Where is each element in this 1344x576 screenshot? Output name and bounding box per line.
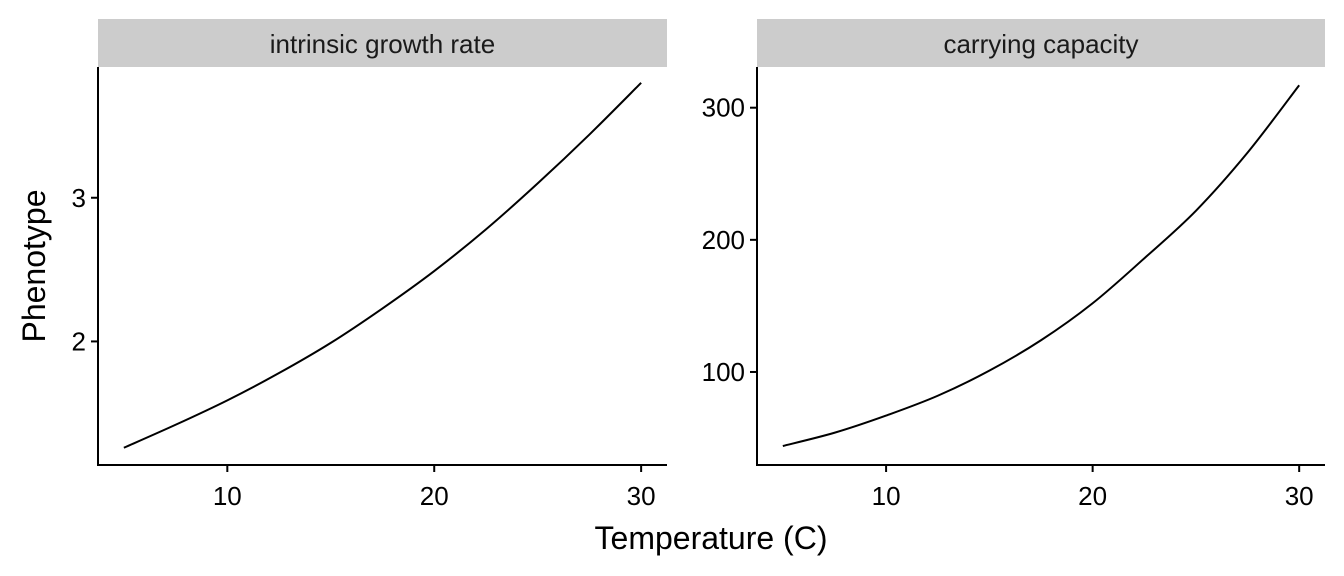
panel-1: intrinsic growth rate 10 20 30 2 3 <box>72 19 667 511</box>
facet-strip-label: intrinsic growth rate <box>270 29 495 59</box>
y-axis-title: Phenotype <box>16 189 52 342</box>
y-tick-label: 100 <box>702 357 745 387</box>
y-tick-label: 200 <box>702 225 745 255</box>
x-tick-label: 20 <box>420 481 449 511</box>
facet-strip <box>98 19 667 67</box>
chart-panels: intrinsic growth rate 10 20 30 2 3 carrying ca… <box>72 19 1325 511</box>
x-tick-label: 30 <box>627 481 656 511</box>
panel-2: carrying capacity 10 20 30 100 200 300 <box>702 19 1325 511</box>
x-tick-label: 20 <box>1078 481 1107 511</box>
y-tick-label: 3 <box>72 183 86 213</box>
y-tick-label: 300 <box>702 93 745 123</box>
facet-strip <box>757 19 1325 67</box>
x-tick-label: 10 <box>872 481 901 511</box>
x-tick-label: 30 <box>1285 481 1314 511</box>
facet-strip-label: carrying capacity <box>943 29 1138 59</box>
y-tick-label: 2 <box>72 326 86 356</box>
x-tick-label: 10 <box>213 481 242 511</box>
series-line-1 <box>123 82 642 449</box>
series-line-1 <box>782 84 1300 447</box>
x-axis-title: Temperature (C) <box>595 520 828 556</box>
